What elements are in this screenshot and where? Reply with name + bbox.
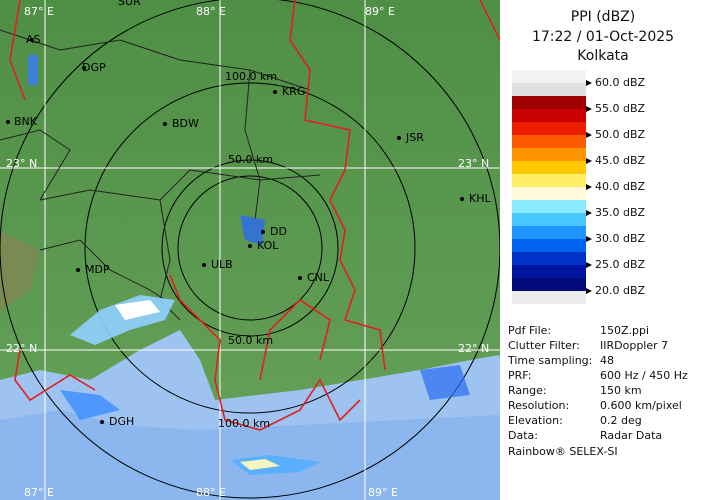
info-value: IIRDoppler 7 <box>600 339 668 352</box>
place-label: DGP <box>82 61 106 74</box>
legend-label: 35.0 dBZ <box>595 206 646 219</box>
grid-label: 87° E <box>24 486 54 499</box>
ring-label: 50.0 km <box>228 153 273 166</box>
legend-label: 20.0 dBZ <box>595 284 646 297</box>
legend-tick <box>586 288 592 294</box>
boundary-lines <box>9 0 501 431</box>
legend-tick <box>586 210 592 216</box>
place-label: BNK <box>14 115 38 128</box>
info-value: 0.600 km/pixel <box>600 399 682 412</box>
place-label: KRG <box>282 85 305 98</box>
grid-label: 22° N <box>6 342 37 355</box>
legend-tick <box>586 80 592 86</box>
legend-label: 60.0 dBZ <box>595 76 646 89</box>
grid-label: 23° N <box>6 157 37 170</box>
echoes <box>28 55 470 475</box>
place-label: JSR <box>405 131 424 144</box>
legend-label: 55.0 dBZ <box>595 102 646 115</box>
grid-label: 88° E <box>196 486 226 499</box>
place-label: BDW <box>172 117 199 130</box>
place-label: DGH <box>109 415 134 428</box>
info-value: 150 km <box>600 384 642 397</box>
legend-tick <box>586 184 592 190</box>
legend-swatch <box>512 239 586 252</box>
map: SUR AS DGP BNK BDW KRG JSR KHL DD KOL UL… <box>0 0 501 500</box>
legend-swatch <box>512 122 586 135</box>
legend-tick <box>586 106 592 112</box>
legend-label: 30.0 dBZ <box>595 232 646 245</box>
legend-tick <box>586 158 592 164</box>
grid-label: 89° E <box>368 486 398 499</box>
legend-swatch <box>512 265 586 278</box>
sea-deep <box>0 410 500 500</box>
info-key: Elevation: <box>508 414 563 427</box>
place-label: CNL <box>307 271 330 284</box>
place-dots <box>6 38 464 424</box>
legend-tick <box>586 262 592 268</box>
legend-tick <box>586 236 592 242</box>
legend-swatch <box>512 96 586 109</box>
grid-label: 22° N <box>458 342 489 355</box>
place-label: KOL <box>257 239 279 252</box>
legend-label: 50.0 dBZ <box>595 128 646 141</box>
ring-label: 50.0 km <box>228 334 273 347</box>
info-key: Range: <box>508 384 547 397</box>
info-value: 150Z.ppi <box>600 324 649 337</box>
place-label: AS <box>26 33 41 46</box>
legend-swatch <box>512 174 586 187</box>
hills <box>0 230 40 310</box>
legend-tick <box>586 132 592 138</box>
place-label: KHL <box>469 192 491 205</box>
legend-swatch <box>512 252 586 265</box>
legend-swatch <box>512 109 586 122</box>
legend-swatch <box>512 70 586 83</box>
legend-label: 25.0 dBZ <box>595 258 646 271</box>
graticule <box>0 0 500 500</box>
title: PPI (dBZ) <box>571 9 635 25</box>
legend-label: 40.0 dBZ <box>595 180 646 193</box>
grid-label: 23° N <box>458 157 489 170</box>
info-value: 600 Hz / 450 Hz <box>600 369 688 382</box>
place-label: ULB <box>211 258 233 271</box>
timestamp: 17:22 / 01-Oct-2025 <box>532 29 674 45</box>
info-value: 48 <box>600 354 614 367</box>
info-key: Clutter Filter: <box>508 339 580 352</box>
place-label: DD <box>270 225 287 238</box>
info-key: Data: <box>508 429 538 442</box>
info-key: Pdf File: <box>508 324 551 337</box>
grid-label: 87° E <box>24 5 54 18</box>
legend-swatch <box>512 148 586 161</box>
legend-label: 45.0 dBZ <box>595 154 646 167</box>
info-panel: Pdf File: 150Z.ppi Clutter Filter: IIRDoppl… <box>507 324 688 442</box>
info-key: Resolution: <box>508 399 569 412</box>
grid-label: 89° E <box>365 5 395 18</box>
legend-swatch <box>512 291 586 304</box>
info-value: 0.2 deg <box>600 414 642 427</box>
grid-label: 88° E <box>196 5 226 18</box>
footer: Rainbow® SELEX-SI <box>508 445 618 458</box>
legend-swatch <box>512 200 586 213</box>
legend-swatch <box>512 135 586 148</box>
legend-swatch <box>512 187 586 200</box>
ring-label: 100.0 km <box>225 70 277 83</box>
legend: 60.0 dBZ 55.0 dBZ 50.0 dBZ 45.0 dBZ 40.0 dBZ… <box>512 70 646 304</box>
legend-swatch <box>512 213 586 226</box>
legend-swatch <box>512 226 586 239</box>
info-key: PRF: <box>508 369 531 382</box>
place-label: SUR <box>118 0 141 8</box>
legend-swatch <box>512 161 586 174</box>
info-value: Radar Data <box>600 429 662 442</box>
ring-label: 100.0 km <box>218 417 270 430</box>
legend-swatch <box>512 278 586 291</box>
legend-swatch <box>512 83 586 96</box>
place-label: MDP <box>85 263 110 276</box>
station: Kolkata <box>577 48 628 64</box>
info-key: Time sampling: <box>507 354 592 367</box>
